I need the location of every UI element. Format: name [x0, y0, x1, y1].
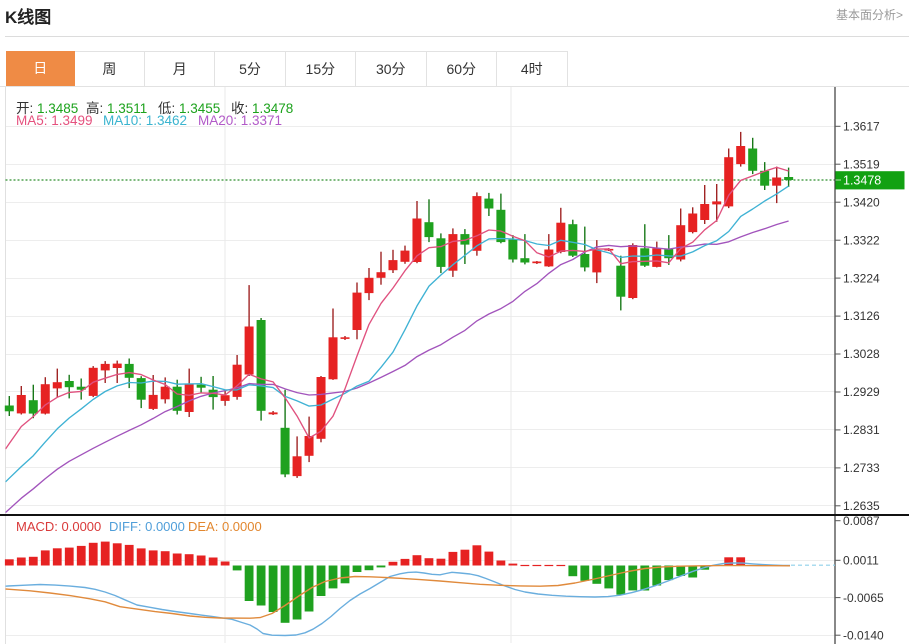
svg-text:1.3478: 1.3478 — [843, 173, 881, 187]
svg-text:1.2733: 1.2733 — [843, 461, 880, 475]
svg-text:-0.0065: -0.0065 — [843, 591, 884, 605]
svg-text:1.2635: 1.2635 — [843, 499, 880, 513]
svg-text:1.3224: 1.3224 — [843, 271, 880, 285]
svg-text:1.2929: 1.2929 — [843, 385, 880, 399]
svg-text:1.3420: 1.3420 — [843, 195, 880, 209]
svg-text:1.3322: 1.3322 — [843, 233, 880, 247]
svg-text:1.3519: 1.3519 — [843, 157, 880, 171]
svg-text:0.0011: 0.0011 — [843, 554, 879, 568]
svg-text:1.3617: 1.3617 — [843, 120, 880, 134]
svg-text:0.0087: 0.0087 — [843, 514, 880, 528]
svg-text:1.3126: 1.3126 — [843, 309, 880, 323]
svg-text:-0.0140: -0.0140 — [843, 628, 884, 642]
svg-text:1.3028: 1.3028 — [843, 347, 880, 361]
svg-text:1.2831: 1.2831 — [843, 423, 880, 437]
